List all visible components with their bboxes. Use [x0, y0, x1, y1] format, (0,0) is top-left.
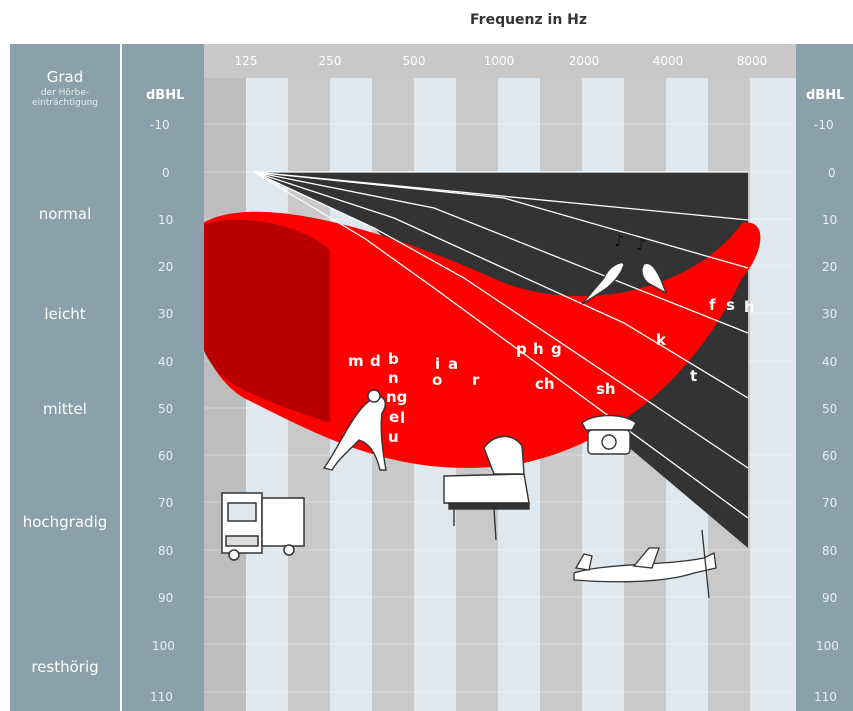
- music-note-icon: ♪: [636, 235, 646, 254]
- frequency-label: 125: [235, 54, 258, 68]
- db-tick-right: 110: [814, 690, 837, 704]
- speech-sound: f: [709, 296, 716, 314]
- db-tick-right: 90: [822, 591, 837, 605]
- degree-header: Grad der Hörbe- einträchtigung: [10, 68, 120, 108]
- unit-label-left: dBHL: [146, 88, 184, 103]
- speech-sound: d: [370, 352, 381, 370]
- db-scale-band-left: [122, 44, 204, 711]
- db-tick-left: 100: [152, 639, 175, 653]
- speech-sound: a: [448, 355, 458, 373]
- speech-sound: n: [388, 369, 399, 387]
- db-tick-right: 100: [816, 639, 839, 653]
- speech-sound: h: [744, 298, 755, 316]
- degree-header-subtitle: der Hörbe- einträchtigung: [10, 88, 120, 108]
- telephone-icon: [582, 416, 636, 455]
- degree-header-subtitle-line1: der Hörbe-: [10, 88, 120, 98]
- db-tick-right: -10: [814, 118, 834, 132]
- db-tick-right: 50: [822, 402, 837, 416]
- frequency-label: 500: [403, 54, 426, 68]
- degree-band: [10, 44, 120, 711]
- unit-label-right: dBHL: [806, 88, 844, 103]
- db-scale-band-right: [796, 44, 853, 711]
- db-tick-left: 10: [158, 213, 173, 227]
- degree-mittel: mittel: [10, 400, 120, 418]
- db-tick-left: 80: [158, 544, 173, 558]
- frequency-label: 4000: [653, 54, 684, 68]
- db-tick-right: 10: [822, 213, 837, 227]
- db-tick-left: 40: [158, 355, 173, 369]
- db-tick-right: 20: [822, 260, 837, 274]
- speech-sound: p: [516, 340, 527, 358]
- speech-sound: o: [432, 371, 442, 389]
- db-tick-right: 0: [828, 166, 836, 180]
- frequency-label: 1000: [484, 54, 515, 68]
- degree-hochgradig: hochgradig: [10, 513, 120, 531]
- audiogram-plot: ♪ ♪: [204, 78, 796, 711]
- speech-sound: l: [400, 409, 405, 427]
- speech-sound: e: [389, 408, 399, 426]
- speech-sound: ng: [386, 388, 407, 406]
- db-tick-left: 0: [162, 166, 170, 180]
- chart-title: Frequenz in Hz: [470, 12, 587, 28]
- speech-sound: m: [348, 352, 364, 370]
- db-tick-right: 40: [822, 355, 837, 369]
- db-tick-right: 30: [822, 307, 837, 321]
- db-tick-right: 70: [822, 496, 837, 510]
- db-tick-left: 20: [158, 260, 173, 274]
- speech-sound: sh: [596, 380, 616, 398]
- degree-header-title: Grad: [10, 68, 120, 86]
- db-tick-left: 60: [158, 449, 173, 463]
- speech-sound: t: [690, 367, 697, 385]
- speech-sound: u: [388, 428, 399, 446]
- db-tick-left: 110: [150, 690, 173, 704]
- degree-normal: normal: [10, 205, 120, 223]
- db-tick-left: 50: [158, 402, 173, 416]
- speech-sound: h: [533, 340, 544, 358]
- speech-sound: r: [472, 371, 479, 389]
- db-tick-left: 30: [158, 307, 173, 321]
- speech-sound: ch: [535, 375, 555, 393]
- frequency-label: 8000: [737, 54, 768, 68]
- db-tick-right: 60: [822, 449, 837, 463]
- db-tick-left: 90: [158, 591, 173, 605]
- speech-sound: s: [726, 296, 735, 314]
- speech-sound: b: [388, 350, 399, 368]
- frequency-label: 250: [319, 54, 342, 68]
- degree-leicht: leicht: [10, 305, 120, 323]
- speech-sound: k: [656, 331, 666, 349]
- db-tick-left: -10: [150, 118, 170, 132]
- db-tick-left: 70: [158, 496, 173, 510]
- music-note-icon: ♪: [614, 231, 624, 250]
- degree-header-subtitle-line2: einträchtigung: [10, 98, 120, 108]
- frequency-label: 2000: [569, 54, 600, 68]
- speech-sound: g: [551, 340, 562, 358]
- degree-resthoerig: resthörig: [10, 658, 120, 676]
- db-tick-right: 80: [822, 544, 837, 558]
